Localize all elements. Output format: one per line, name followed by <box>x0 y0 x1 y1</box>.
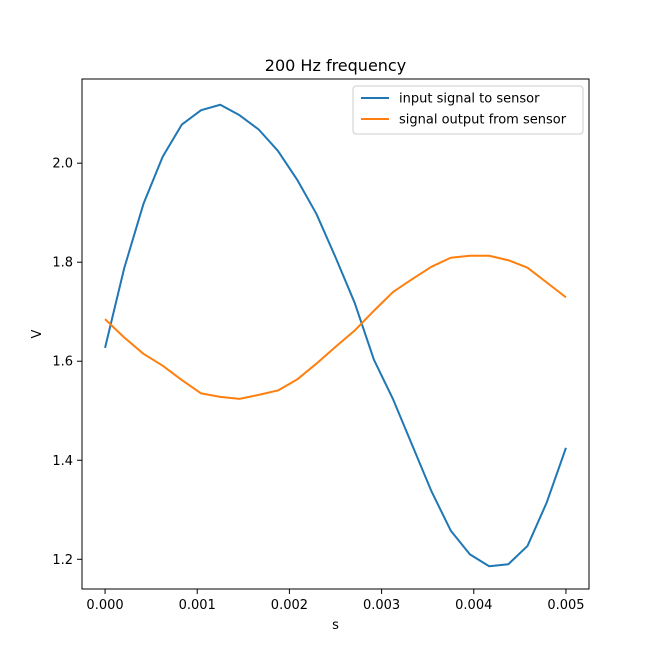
tick-layer: 0.000 0.001 0.002 0.003 0.004 0.005 1.2 1.4 1.6 1… <box>52 157 584 613</box>
series-line-input-signal <box>104 103 567 568</box>
y-tick-label: 1.2 <box>52 553 73 568</box>
y-tick-label: 1.8 <box>52 256 73 271</box>
x-axis-label: s <box>332 618 339 633</box>
y-tick-label: 1.6 <box>52 355 73 370</box>
legend-box <box>352 85 584 135</box>
legend: input signal to sensor signal output fro… <box>352 85 584 135</box>
x-tick-label: 0.001 <box>179 598 216 613</box>
x-tick-label: 0.004 <box>455 598 492 613</box>
x-tick-label: 0.003 <box>363 598 400 613</box>
y-axis-label: V <box>30 329 45 338</box>
legend-label-output-signal: signal output from sensor <box>399 113 567 128</box>
x-tick-label: 0.000 <box>86 598 123 613</box>
x-tick-label: 0.005 <box>547 598 584 613</box>
y-tick-label: 1.4 <box>52 454 73 469</box>
x-tick-label: 0.002 <box>271 598 308 613</box>
series-layer <box>104 103 567 568</box>
y-tick-label: 2.0 <box>52 157 73 172</box>
legend-label-input-signal: input signal to sensor <box>399 92 540 107</box>
series-line-output-signal <box>104 254 567 400</box>
plot-area <box>81 78 590 590</box>
chart-title: 200 Hz frequency <box>265 56 406 75</box>
